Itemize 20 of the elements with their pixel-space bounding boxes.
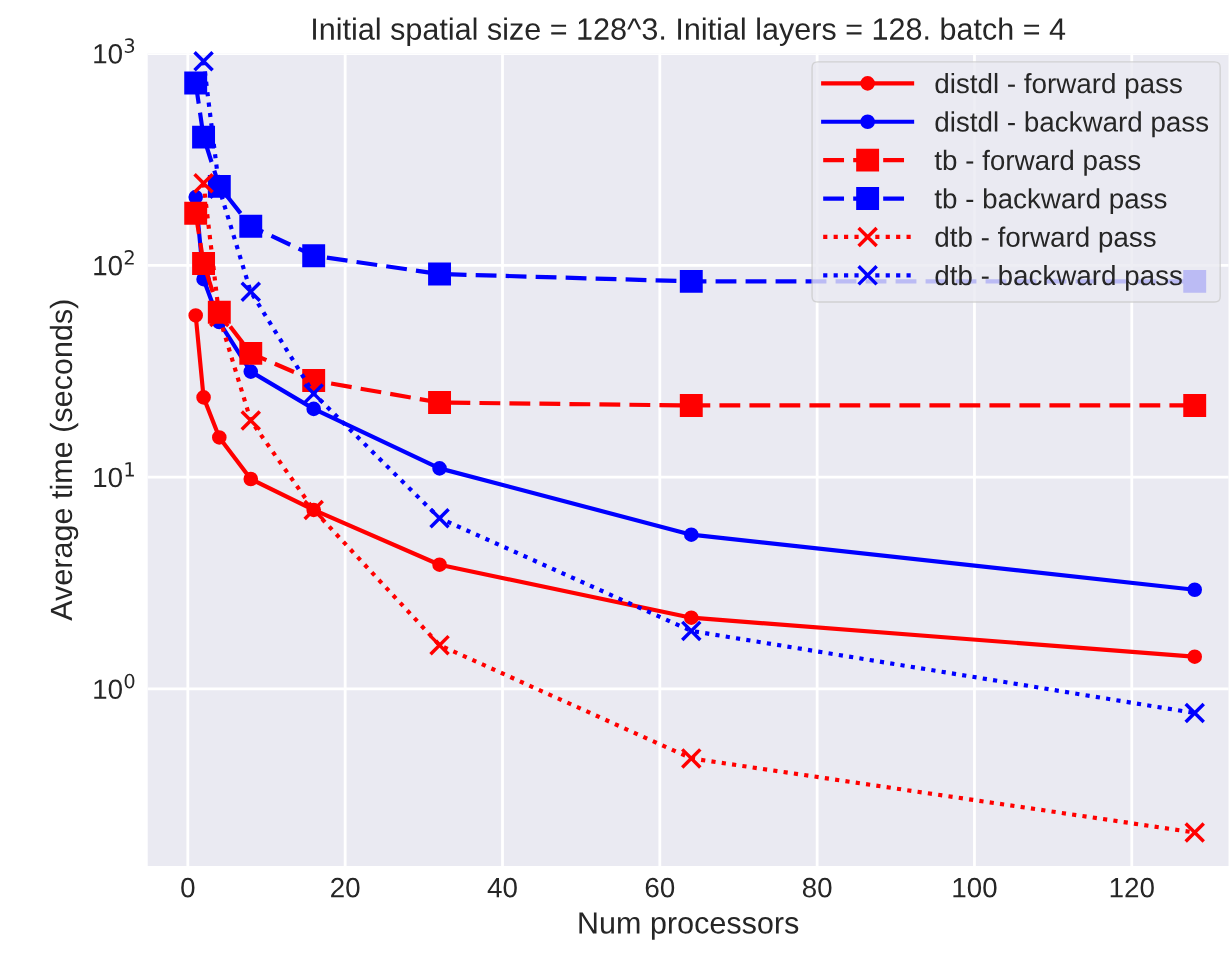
legend-label: distdl - forward pass	[935, 72, 1182, 99]
x-tick-label: 20	[331, 877, 360, 898]
chart-title: Initial spatial size = 128^3. Initial layers = 128. batch = 4	[313, 17, 1066, 46]
y-tick-label: 10$^{1}$	[94, 462, 134, 488]
y-tick-label: 10$^{0}$	[94, 673, 135, 700]
x-tick-label: 40	[487, 877, 517, 898]
y-tick-label: 10$^{3}$	[94, 38, 135, 64]
legend-label: dtb - backward pass	[935, 264, 1182, 291]
x-tick-label: 0	[181, 877, 195, 898]
y-tick-label: 10$^{2}$	[94, 250, 134, 276]
legend-label: dtb - forward pass	[935, 226, 1156, 253]
x-tick-label: 100	[953, 877, 997, 898]
legend-label: tb - backward pass	[934, 188, 1167, 215]
legend-label: distdl - backward pass	[935, 111, 1209, 138]
x-tick-label: 60	[645, 877, 675, 898]
x-axis-title: Num processors	[579, 912, 799, 940]
x-tick-label: 80	[802, 877, 832, 898]
y-axis-title: Average time (seconds)	[49, 300, 79, 621]
x-tick-label: 120	[1110, 877, 1154, 898]
legend-label: tb - forward pass	[934, 149, 1141, 176]
